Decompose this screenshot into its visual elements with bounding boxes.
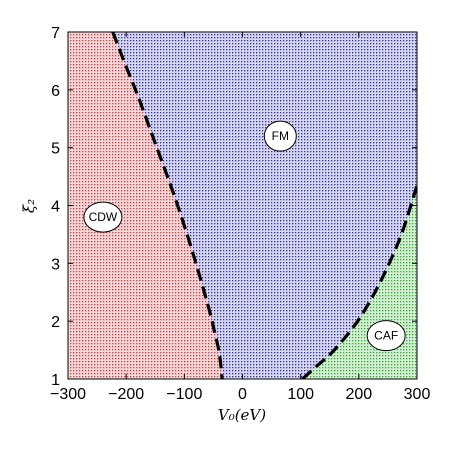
- x-tick-label: −200: [108, 386, 144, 403]
- y-tick-label: 7: [51, 25, 60, 42]
- y-tick-label: 1: [51, 372, 60, 389]
- y-axis: 1 2 3 4 5 6 7: [51, 25, 417, 389]
- region-label-fm: FM: [272, 129, 289, 143]
- region-label-bubble-fm: [263, 120, 297, 152]
- x-tick-label: 200: [345, 386, 372, 403]
- x-axis: −300 −200 −100 0 100 200 300: [50, 32, 430, 403]
- x-tick-label: 300: [404, 386, 431, 403]
- region-label-cdw: CDW: [89, 210, 118, 224]
- x-tick-label: 0: [238, 386, 247, 403]
- x-axis-title: V₀(eV): [218, 406, 266, 424]
- phase-boundaries: [111, 32, 417, 379]
- region-label-bubble-cdw: [83, 201, 123, 233]
- boundary-fm-caf: [301, 184, 417, 379]
- region-label-bubble-caf: [366, 320, 406, 352]
- y-axis-title: ξ₂: [20, 199, 38, 213]
- boundary-cdw-fm: [111, 32, 224, 379]
- phase-regions: [68, 32, 417, 379]
- x-tick-label: −100: [166, 386, 202, 403]
- region-label-caf: CAF: [374, 329, 398, 343]
- y-tick-label: 2: [51, 314, 60, 331]
- x-tick-label: −300: [50, 386, 86, 403]
- x-tick-label: 100: [287, 386, 314, 403]
- region-labels: CDW FM CAF: [83, 120, 406, 352]
- y-tick-label: 5: [51, 141, 60, 158]
- y-tick-label: 4: [51, 199, 60, 216]
- y-tick-label: 3: [51, 256, 60, 273]
- region-cdw: [68, 32, 223, 379]
- y-tick-label: 6: [51, 83, 60, 100]
